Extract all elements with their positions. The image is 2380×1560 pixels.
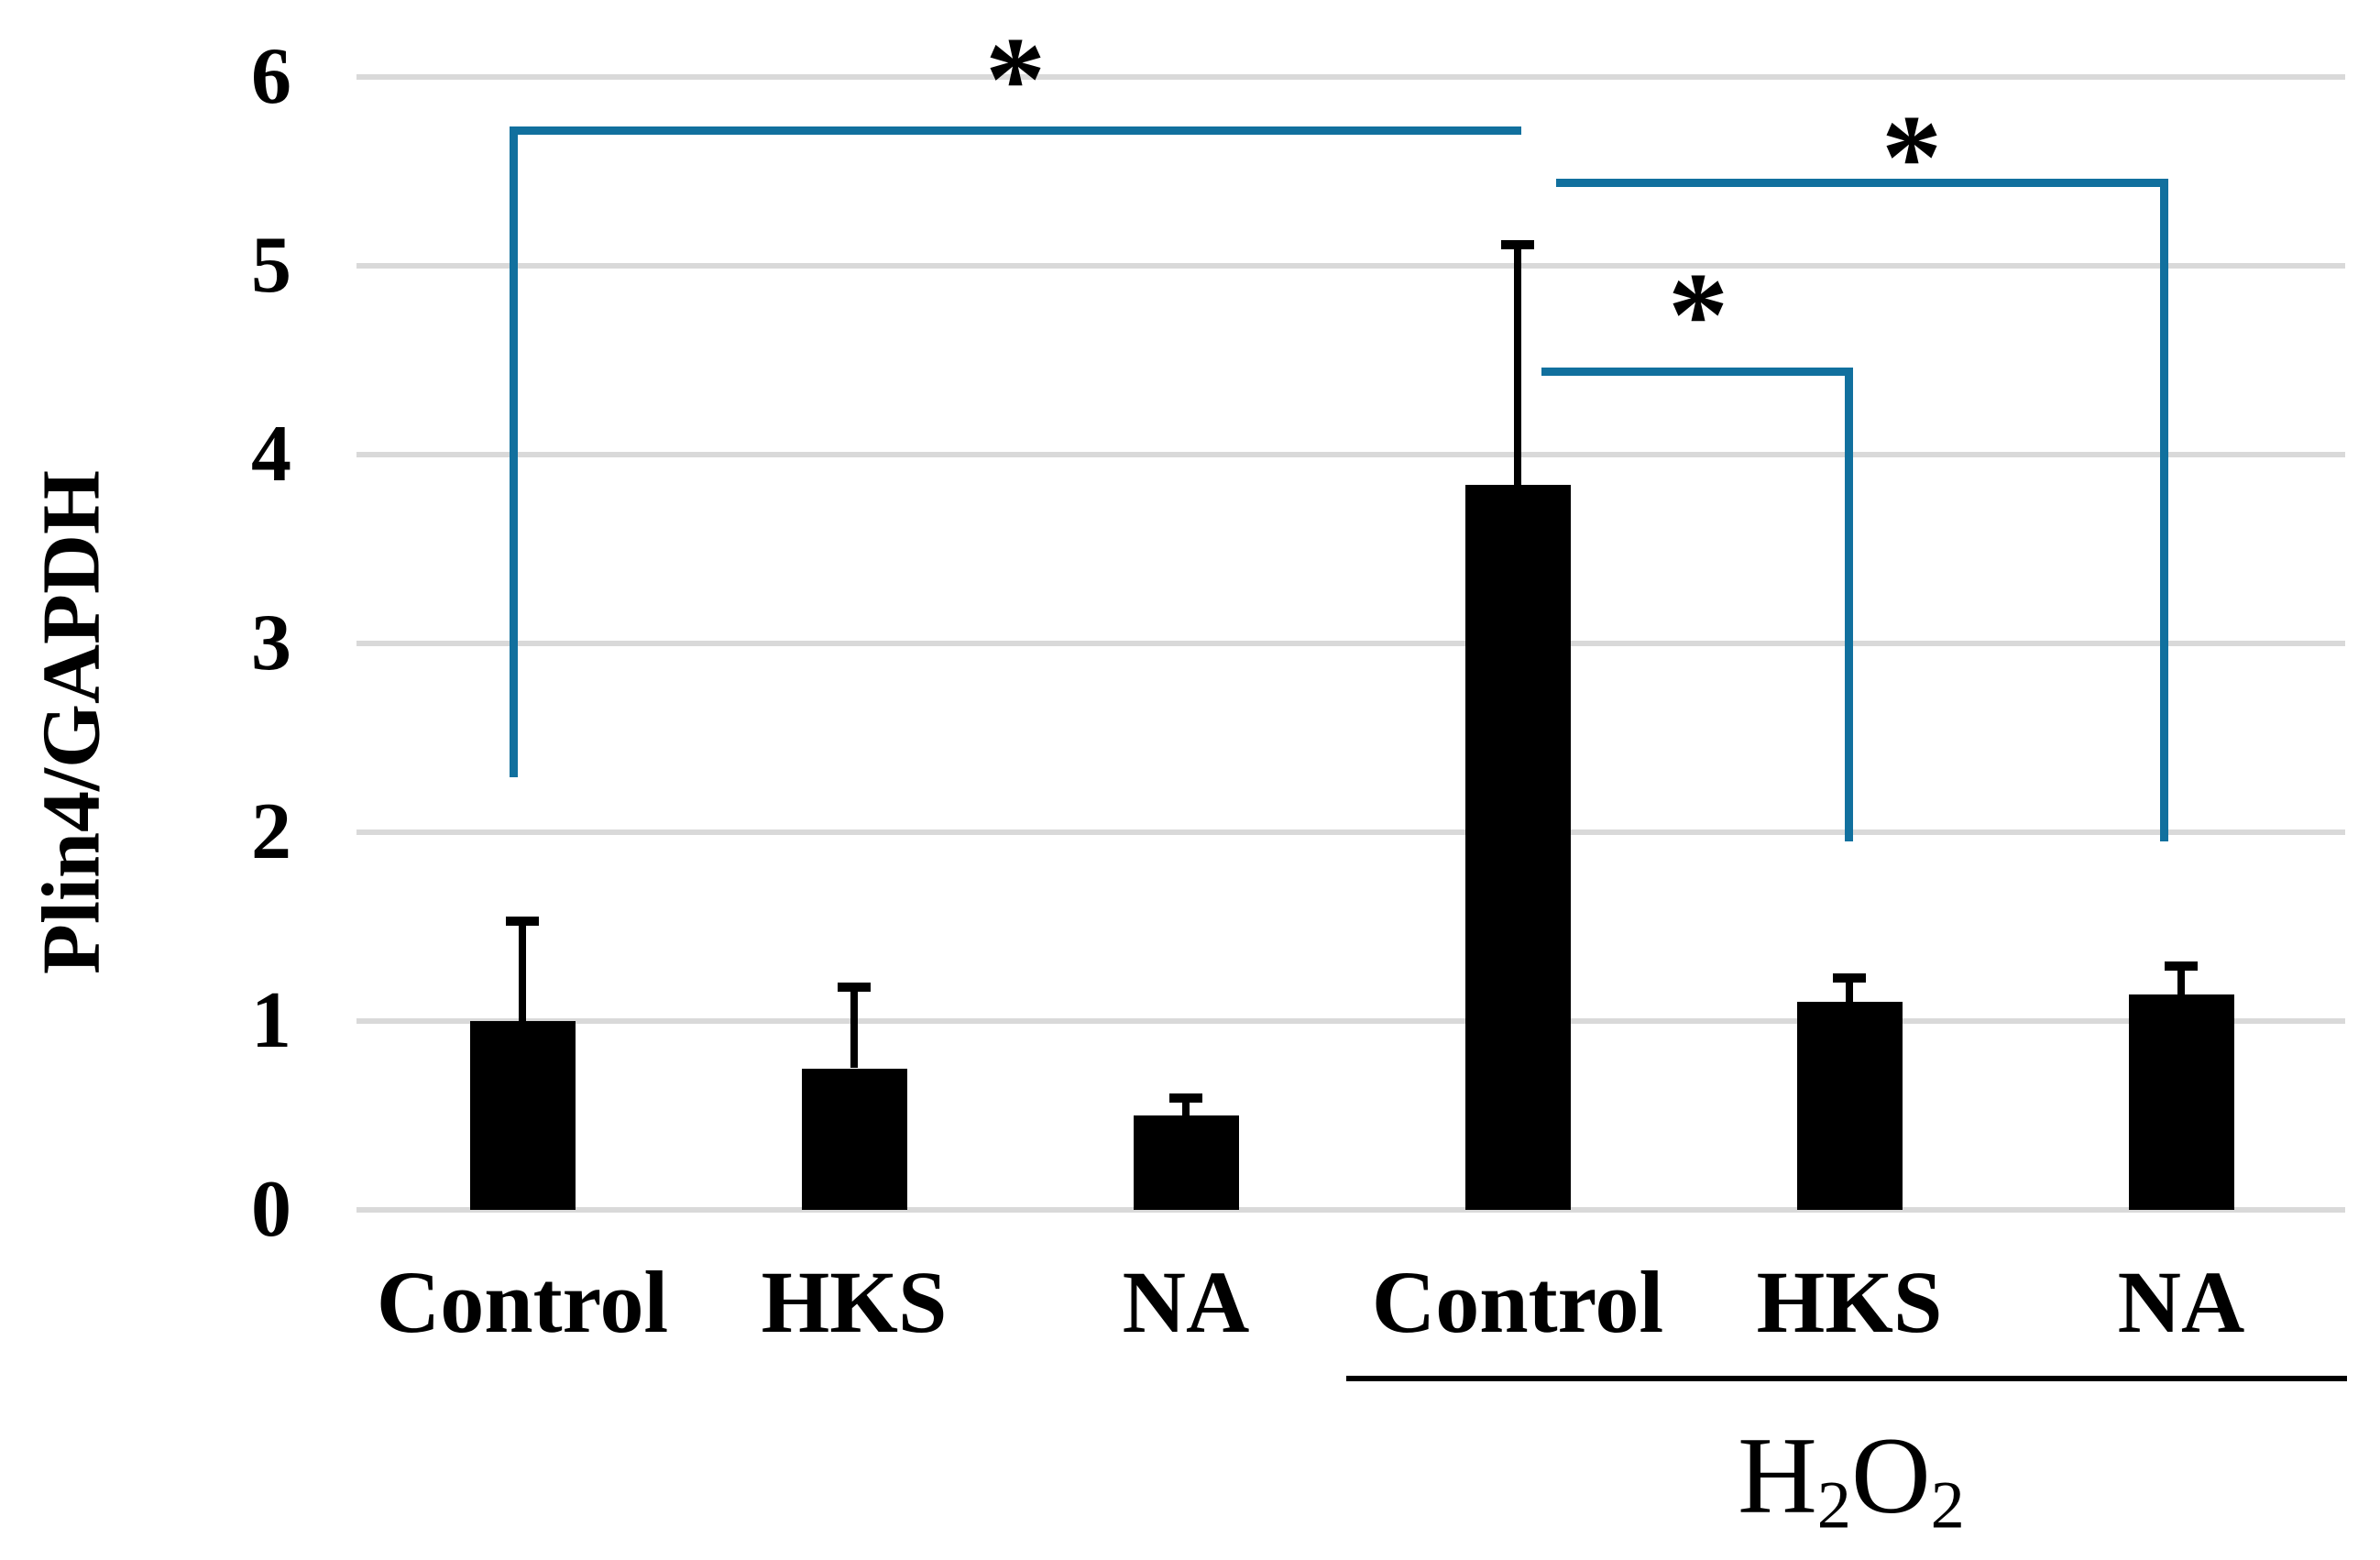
error-bar-cap bbox=[838, 982, 871, 992]
error-bar-cap bbox=[506, 916, 539, 926]
group-label-subscript: 2 bbox=[1930, 1467, 1965, 1544]
y-tick-label: 5 bbox=[251, 221, 291, 310]
error-bar-line bbox=[850, 986, 858, 1069]
significance-asterisk: * bbox=[985, 11, 1046, 147]
significance-bracket-line bbox=[510, 126, 1521, 135]
group-label: H2O2 bbox=[1530, 1407, 2172, 1544]
bar bbox=[2128, 994, 2234, 1210]
x-category-label: Control bbox=[1371, 1253, 1664, 1351]
significance-bracket-line bbox=[510, 126, 518, 778]
significance-asterisk: * bbox=[1881, 89, 1942, 225]
error-bar-cap bbox=[1833, 972, 1866, 983]
y-tick-label: 4 bbox=[251, 410, 291, 499]
gridline bbox=[356, 641, 2345, 646]
x-category-label: Control bbox=[376, 1253, 669, 1351]
error-bar-line bbox=[1846, 977, 1853, 1003]
y-tick-label: 0 bbox=[251, 1165, 291, 1254]
x-category-label: NA bbox=[1122, 1253, 1250, 1351]
significance-bracket-line bbox=[2160, 179, 2168, 842]
significance-bracket-line bbox=[1845, 368, 1853, 842]
error-bar-cap bbox=[2165, 961, 2198, 972]
bar bbox=[1796, 1002, 1903, 1210]
x-category-label: NA bbox=[2117, 1253, 2245, 1351]
y-tick-label: 1 bbox=[251, 976, 291, 1065]
error-bar-line bbox=[1514, 245, 1521, 485]
error-bar-line bbox=[2177, 966, 2185, 995]
gridline bbox=[356, 1207, 2345, 1213]
error-bar-cap bbox=[1501, 240, 1534, 250]
y-tick-label: 2 bbox=[251, 787, 291, 876]
gridline bbox=[356, 1018, 2345, 1024]
x-category-label: HKS bbox=[1756, 1253, 1943, 1351]
gridline bbox=[356, 263, 2345, 269]
y-tick-label: 3 bbox=[251, 599, 291, 687]
gridline bbox=[356, 829, 2345, 835]
error-bar-cap bbox=[1169, 1093, 1202, 1104]
bar bbox=[469, 1021, 576, 1210]
x-category-label: HKS bbox=[761, 1253, 948, 1351]
bar bbox=[1133, 1115, 1239, 1210]
error-bar-line bbox=[519, 920, 526, 1021]
group-underline bbox=[1346, 1376, 2347, 1381]
y-axis-title: Plin4/GAPDH bbox=[26, 469, 117, 975]
group-label-text: H bbox=[1738, 1414, 1817, 1536]
significance-bracket-line bbox=[1541, 368, 1853, 376]
significance-bracket-line bbox=[1556, 179, 2168, 187]
error-bar-line bbox=[1182, 1098, 1190, 1115]
significance-asterisk: * bbox=[1668, 247, 1728, 382]
group-label-text: O bbox=[1851, 1414, 1931, 1536]
bar bbox=[1464, 484, 1571, 1210]
gridline bbox=[356, 74, 2345, 80]
gridline bbox=[356, 452, 2345, 457]
y-tick-label: 6 bbox=[251, 32, 291, 121]
group-label-subscript: 2 bbox=[1816, 1467, 1851, 1544]
bar bbox=[801, 1068, 907, 1210]
